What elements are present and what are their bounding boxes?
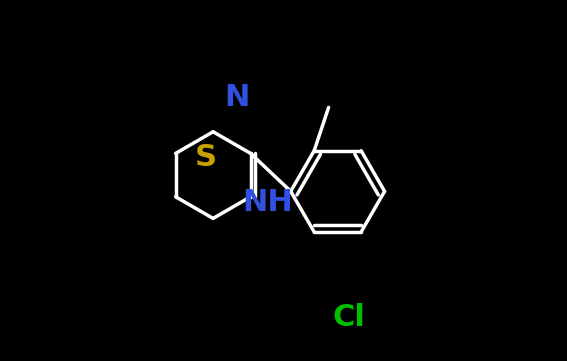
Text: NH: NH (242, 188, 293, 217)
Text: Cl: Cl (332, 303, 365, 332)
Text: S: S (195, 143, 217, 171)
Text: N: N (224, 83, 249, 112)
